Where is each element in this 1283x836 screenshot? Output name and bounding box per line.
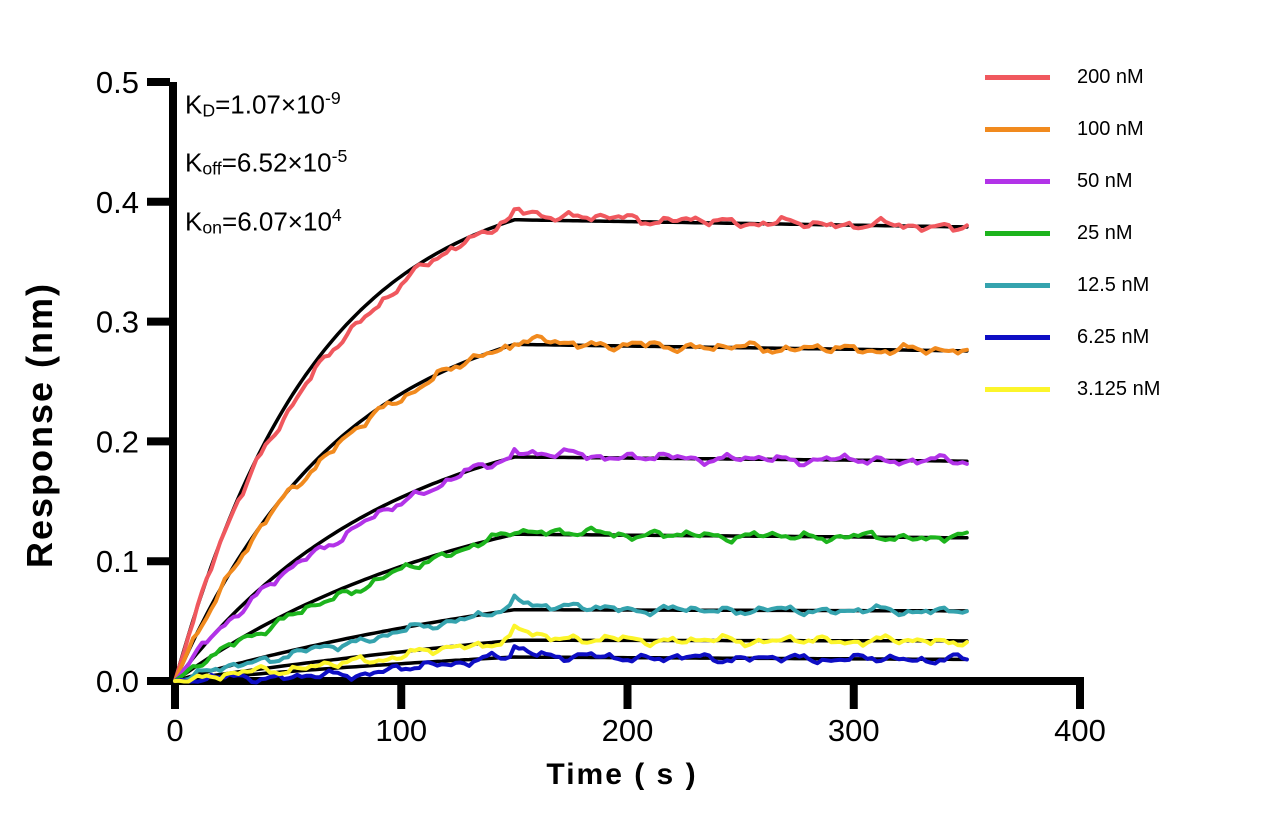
y-tick-label: 0.5 [96, 65, 139, 100]
legend-item-3-125-nM: 3.125 nM [985, 378, 1161, 400]
koff-value: Koff=6.52×10-5 [185, 133, 347, 191]
legend-item-6-25-nM: 6.25 nM [985, 326, 1160, 348]
kd-mantissa: =1.07×10 [215, 89, 325, 120]
koff-symbol: K [185, 148, 203, 179]
x-tick-label: 0 [166, 713, 183, 748]
trace-12-5-nM [173, 593, 969, 683]
legend-item-25-nM: 25 nM [985, 222, 1160, 244]
legend-swatch [985, 179, 1050, 184]
trace-25-nM [173, 525, 969, 683]
legend-item-50-nM: 50 nM [985, 170, 1160, 192]
y-tick-label: 0.2 [96, 424, 139, 459]
kd-subscript: D [202, 100, 216, 121]
y-tick-label: 0.4 [96, 185, 139, 220]
legend-swatch [985, 335, 1050, 340]
kd-value: KD=1.07×10-9 [185, 75, 347, 133]
trace-100-nM [173, 333, 969, 683]
x-tick-label: 200 [602, 713, 654, 748]
kon-exponent: 4 [331, 204, 342, 225]
legend-swatch [985, 387, 1050, 392]
x-axis-title: Time ( s ) [546, 758, 697, 791]
legend-item-200-nM: 200 nM [985, 66, 1160, 88]
y-tick-label: 0.0 [96, 664, 139, 699]
legend-label: 12.5 nM [1077, 274, 1150, 296]
koff-subscript: off [202, 158, 222, 179]
legend-label: 50 nM [1077, 170, 1133, 192]
trace-6-25-nM [173, 644, 969, 685]
x-tick-label: 100 [375, 713, 427, 748]
legend-swatch [985, 283, 1050, 288]
legend: 200 nM 100 nM 50 nM 25 nM 12.5 nM 6.25 nM 3.12… [985, 66, 1161, 400]
kon-subscript: on [202, 217, 223, 238]
x-tick-label: 300 [828, 713, 880, 748]
y-tick-label: 0.3 [96, 305, 139, 340]
y-tick-label: 0.1 [96, 544, 139, 579]
kon-mantissa: =6.07×10 [222, 206, 332, 237]
kon-symbol: K [185, 206, 203, 237]
koff-exponent: -5 [331, 146, 348, 167]
kd-symbol: K [185, 89, 203, 120]
kinetics-annotation: KD=1.07×10-9 Koff=6.52×10-5 Kon=6.07×104 [185, 75, 347, 250]
legend-item-12-5-nM: 12.5 nM [985, 274, 1160, 296]
legend-label: 25 nM [1077, 222, 1133, 244]
fit-50-nM [173, 455, 969, 683]
legend-swatch [985, 231, 1050, 236]
kon-value: Kon=6.07×104 [185, 192, 347, 250]
legend-label: 3.125 nM [1077, 378, 1161, 400]
legend-label: 100 nM [1077, 118, 1144, 140]
legend-swatch [985, 127, 1050, 132]
legend-label: 200 nM [1077, 66, 1144, 88]
legend-item-100-nM: 100 nM [985, 118, 1160, 140]
fit-12-5-nM [173, 607, 969, 683]
y-axis-title: Response (nm) [19, 282, 60, 568]
legend-label: 6.25 nM [1077, 326, 1150, 348]
kd-exponent: -9 [325, 88, 341, 108]
trace-3-125-nM [173, 623, 969, 684]
plot-area: 0.0 0.1 0.2 0.3 0.4 0.5 0 100 200 300 400 [96, 65, 1106, 748]
legend-swatch [985, 75, 1050, 80]
x-tick-label: 400 [1054, 713, 1106, 748]
koff-mantissa: =6.52×10 [221, 148, 332, 179]
trace-50-nM [173, 447, 969, 683]
trace-200-nM [173, 206, 969, 683]
